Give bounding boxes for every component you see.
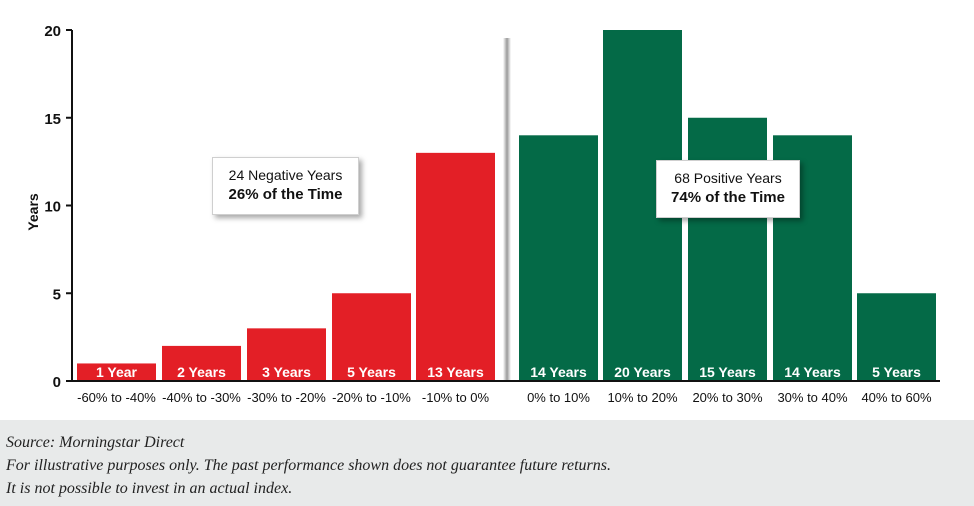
x-tick-label-4: -10% to 0% <box>422 390 490 405</box>
chart-panel: 1 Year 2 Years 3 Years 5 Years 13 Years 14 Ye… <box>0 0 974 420</box>
bar-label-7: 15 Years <box>699 364 756 380</box>
y-tick-label-20: 20 <box>44 23 61 40</box>
bar-label-5: 14 Years <box>530 364 587 380</box>
x-tick-label-5: 0% to 10% <box>527 390 590 405</box>
disclaimer-index: It is not possible to invest in an actua… <box>6 480 293 497</box>
y-tick-label-15: 15 <box>44 111 61 128</box>
y-axis-label: Years <box>25 193 41 231</box>
x-tick-label-6: 10% to 20% <box>607 390 678 405</box>
bar-0 <box>77 363 156 381</box>
bar-label-4: 13 Years <box>427 364 484 380</box>
x-tick-label-9: 40% to 60% <box>861 390 932 405</box>
bar-7 <box>688 117 767 381</box>
bar-label-9: 5 Years <box>872 364 921 380</box>
x-tick-label-2: -30% to -20% <box>247 390 326 405</box>
y-tick-label-0: 0 <box>53 374 61 391</box>
bar-5 <box>519 135 598 381</box>
bar-label-6: 20 Years <box>614 364 671 380</box>
y-tick-label-10: 10 <box>44 199 61 216</box>
bar-2 <box>247 328 326 381</box>
negative-years-callout: 24 Negative Years 26% of the Time <box>212 157 359 215</box>
bar-1 <box>162 345 241 381</box>
positive-years-count: 68 Positive Years <box>674 170 782 186</box>
bar-3 <box>332 293 411 381</box>
positive-years-percent: 74% of the Time <box>671 189 785 206</box>
bar-label-0: 1 Year <box>96 364 138 380</box>
negative-years-percent: 26% of the Time <box>228 186 343 203</box>
bar-9 <box>857 293 936 381</box>
disclaimer-performance: For illustrative purposes only. The past… <box>6 457 612 474</box>
x-tick-label-1: -40% to -30% <box>162 390 241 405</box>
x-tick-label-7: 20% to 30% <box>692 390 763 405</box>
source-note: Source: Morningstar Direct <box>6 434 185 451</box>
positive-years-callout: 68 Positive Years 74% of the Time <box>656 160 800 218</box>
bar-label-8: 14 Years <box>784 364 841 380</box>
bar-4 <box>416 152 495 381</box>
x-tick-label-3: -20% to -10% <box>332 390 411 405</box>
group-divider <box>503 38 511 381</box>
negative-years-count: 24 Negative Years <box>228 167 343 183</box>
y-tick-label-5: 5 <box>53 286 61 303</box>
x-tick-label-8: 30% to 40% <box>777 390 848 405</box>
x-tick-label-0: -60% to -40% <box>77 390 156 405</box>
histogram-chart: 1 Year 2 Years 3 Years 5 Years 13 Years 14 Ye… <box>25 23 940 405</box>
bar-label-2: 3 Years <box>262 364 311 380</box>
bar-label-1: 2 Years <box>177 364 226 380</box>
bar-label-3: 5 Years <box>347 364 396 380</box>
